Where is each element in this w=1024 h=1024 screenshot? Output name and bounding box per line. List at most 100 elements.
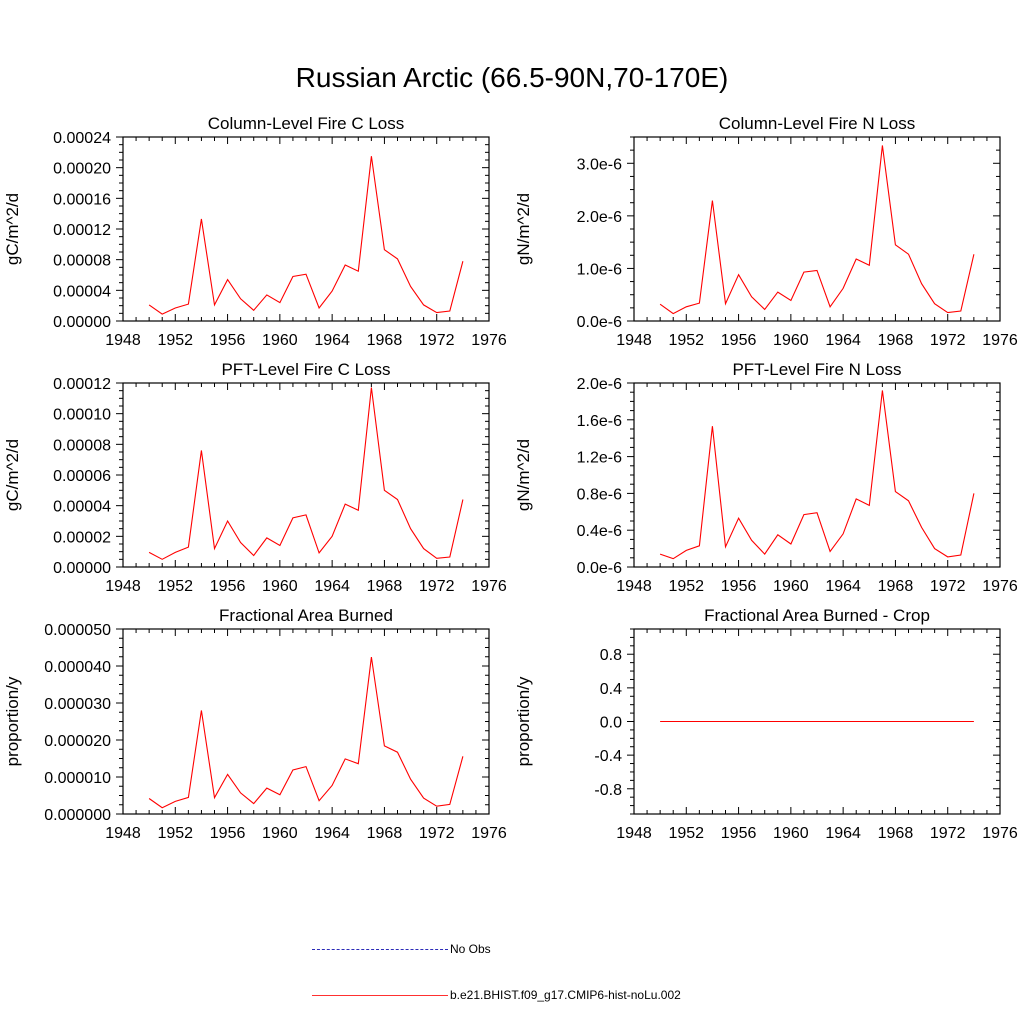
y-axis-label: proportion/y — [514, 676, 533, 766]
x-tick-label: 1952 — [157, 332, 193, 349]
y-tick-label: 0.00016 — [53, 191, 111, 208]
y-tick-label: 1.0e-6 — [577, 261, 622, 278]
chart-panel-1: Column-Level Fire C Loss gC/m^2/d 1948 1952… — [3, 114, 507, 349]
x-tick-label: 1972 — [930, 332, 966, 349]
y-tick-label: 2.0e-6 — [577, 209, 622, 226]
x-tick-label: 1960 — [773, 825, 809, 842]
series-line — [148, 657, 464, 809]
y-tick-label: 0.00010 — [53, 407, 111, 424]
x-tick-label: 1960 — [262, 578, 298, 595]
y-tick-label: 0.00004 — [53, 283, 111, 300]
y-tick-label: 0.00002 — [53, 529, 111, 546]
x-tick-label: 1948 — [105, 578, 141, 595]
y-axis-label: gN/m^2/d — [514, 193, 533, 265]
x-tick-label: 1972 — [419, 332, 455, 349]
x-tick-label: 1968 — [367, 332, 403, 349]
x-tick-label: 1948 — [105, 825, 141, 842]
x-tick-label: 1964 — [314, 825, 350, 842]
x-tick-label: 1968 — [878, 825, 914, 842]
x-tick-label: 1972 — [930, 825, 966, 842]
x-tick-label: 1968 — [367, 825, 403, 842]
y-axis-label: gC/m^2/d — [3, 439, 22, 511]
x-tick-label: 1976 — [982, 578, 1018, 595]
y-axis-label: proportion/y — [3, 676, 22, 766]
panel-title: Column-Level Fire N Loss — [719, 114, 916, 133]
x-tick-label: 1976 — [982, 825, 1018, 842]
legend-solid-swatch — [312, 994, 448, 996]
x-tick-label: 1956 — [721, 332, 757, 349]
y-tick-label: 0.4 — [600, 681, 622, 698]
y-tick-label: 0.000020 — [44, 733, 111, 750]
chart-panel-2: Column-Level Fire N Loss gN/m^2/d 1948 1952… — [514, 114, 1018, 349]
y-tick-label: -0.8 — [594, 782, 622, 799]
x-tick-label: 1948 — [105, 332, 141, 349]
chart-panel-3: PFT-Level Fire C Loss gC/m^2/d 1948 1952 195… — [3, 360, 507, 595]
y-tick-label: 3.0e-6 — [577, 156, 622, 173]
x-tick-label: 1952 — [157, 578, 193, 595]
y-tick-label: 0.8e-6 — [577, 486, 622, 503]
y-tick-label: 0.000000 — [44, 807, 111, 824]
series-line — [148, 156, 464, 315]
x-tick-label: 1952 — [668, 578, 704, 595]
x-tick-label: 1956 — [210, 332, 246, 349]
legend-item-no-obs: No Obs — [312, 941, 491, 957]
x-tick-label: 1964 — [825, 825, 861, 842]
legend-label-no-obs: No Obs — [450, 942, 491, 956]
series-line — [148, 387, 464, 560]
y-tick-label: 0.0e-6 — [577, 314, 622, 331]
x-tick-label: 1956 — [210, 825, 246, 842]
chart-panel-6: Fractional Area Burned - Crop proportion/… — [514, 606, 1018, 842]
x-tick-label: 1972 — [419, 825, 455, 842]
y-tick-label: 0.8 — [600, 647, 622, 664]
y-axis-label: gC/m^2/d — [3, 193, 22, 265]
y-tick-label: 0.00000 — [53, 560, 111, 577]
y-tick-label: 0.0 — [600, 715, 622, 732]
x-tick-label: 1952 — [668, 825, 704, 842]
x-tick-label: 1976 — [982, 332, 1018, 349]
y-tick-label: 0.00004 — [53, 499, 111, 516]
x-tick-label: 1968 — [878, 578, 914, 595]
chart-panel-5: Fractional Area Burned proportion/y 1948 19… — [3, 606, 507, 842]
x-tick-label: 1972 — [930, 578, 966, 595]
legend-label-model-run: b.e21.BHIST.f09_g17.CMIP6-hist-noLu.002 — [450, 988, 681, 1002]
y-tick-label: 0.000050 — [44, 622, 111, 639]
x-tick-label: 1976 — [471, 332, 507, 349]
x-tick-label: 1948 — [616, 825, 652, 842]
x-tick-label: 1968 — [367, 578, 403, 595]
y-tick-label: 2.0e-6 — [577, 376, 622, 393]
chart-panel-4: PFT-Level Fire N Loss gN/m^2/d 1948 1952 195… — [514, 360, 1018, 595]
x-tick-label: 1976 — [471, 578, 507, 595]
x-tick-label: 1968 — [878, 332, 914, 349]
y-tick-label: 0.4e-6 — [577, 523, 622, 540]
y-tick-label: 0.00012 — [53, 376, 111, 393]
panel-title: PFT-Level Fire N Loss — [732, 360, 901, 379]
x-tick-label: 1960 — [773, 332, 809, 349]
x-tick-label: 1964 — [825, 332, 861, 349]
y-tick-label: 0.00012 — [53, 222, 111, 239]
x-tick-label: 1956 — [210, 578, 246, 595]
x-tick-label: 1976 — [471, 825, 507, 842]
y-tick-label: 0.00008 — [53, 437, 111, 454]
series-line — [659, 145, 975, 315]
legend-item-model-run: b.e21.BHIST.f09_g17.CMIP6-hist-noLu.002 — [312, 987, 681, 1003]
y-tick-label: 0.000010 — [44, 770, 111, 787]
y-tick-label: 0.000040 — [44, 659, 111, 676]
y-tick-label: 0.0e-6 — [577, 560, 622, 577]
plot-frame — [122, 628, 490, 815]
x-tick-label: 1964 — [314, 332, 350, 349]
panel-title: Fractional Area Burned — [219, 606, 393, 625]
y-tick-label: -0.4 — [594, 748, 622, 765]
x-tick-label: 1960 — [262, 825, 298, 842]
x-tick-label: 1952 — [157, 825, 193, 842]
y-tick-label: 0.00020 — [53, 161, 111, 178]
x-tick-label: 1964 — [825, 578, 861, 595]
series-line — [659, 390, 975, 560]
y-tick-label: 0.00006 — [53, 468, 111, 485]
x-tick-label: 1952 — [668, 332, 704, 349]
plot-frame — [122, 382, 490, 568]
x-tick-label: 1960 — [773, 578, 809, 595]
y-tick-label: 0.000030 — [44, 696, 111, 713]
x-tick-label: 1948 — [616, 578, 652, 595]
x-tick-label: 1972 — [419, 578, 455, 595]
